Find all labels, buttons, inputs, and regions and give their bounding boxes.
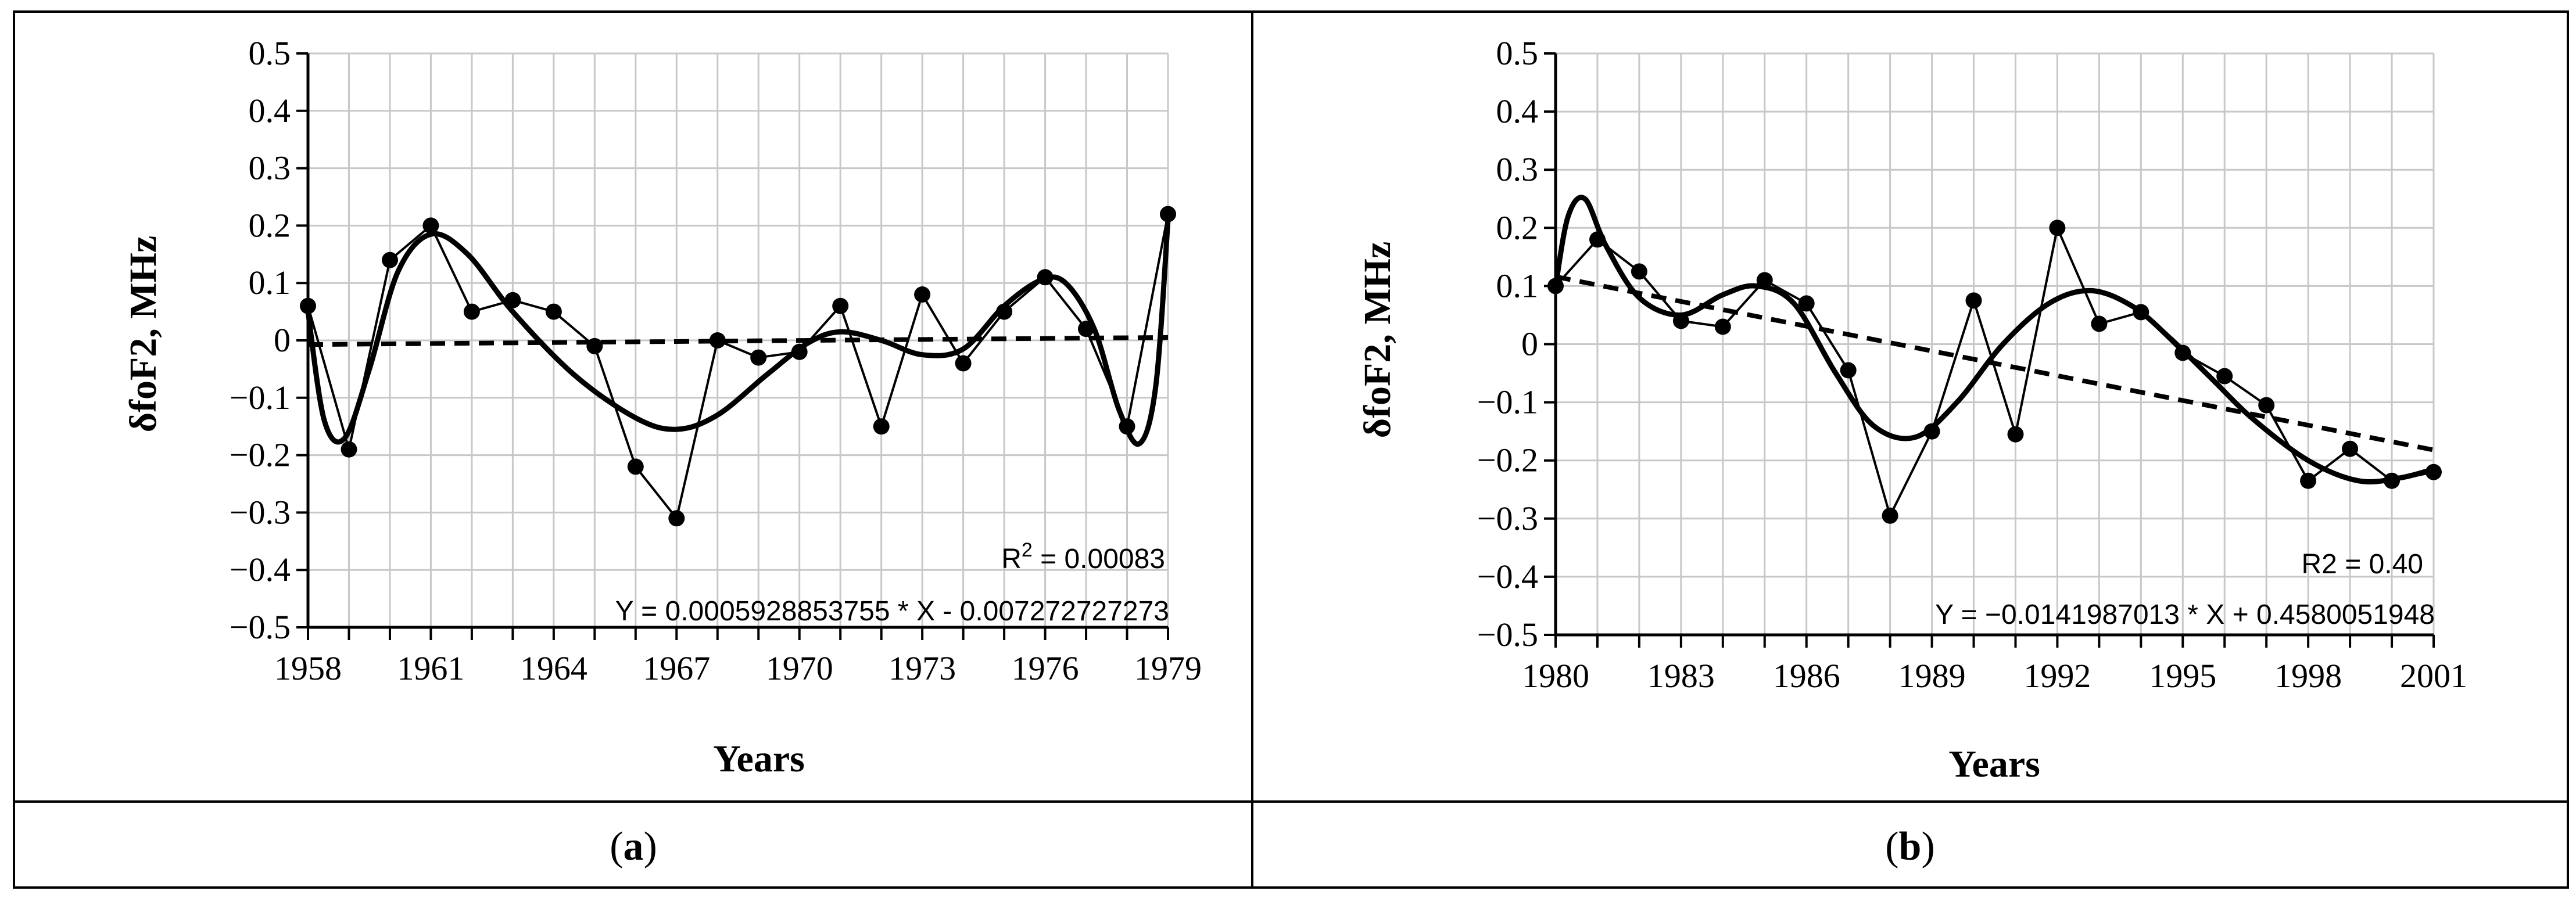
x-tick-label: 1998 xyxy=(2274,657,2342,695)
chart-a: 0.5 0.4 0.3 0.2 0.1 0 −0.1 −0.2 −0.3 −0.4 −0.51958… xyxy=(122,34,1202,780)
x-axis-title-a: Years xyxy=(713,738,805,780)
figure-frame xyxy=(13,10,2569,889)
r-squared-a: R2 = 0.00083 xyxy=(1001,539,1165,574)
x-tick-label: 1958 xyxy=(274,649,342,687)
data-point xyxy=(382,252,398,268)
y-tick-label: 0.3 xyxy=(1496,150,1539,188)
y-tick-label: −0.1 xyxy=(1477,383,1538,421)
y-tick-label: 0.4 xyxy=(249,92,291,130)
trend-line-a xyxy=(307,335,1169,347)
y-tick-label: 0.2 xyxy=(1496,209,1539,246)
r-squared-b: R2 = 0.40 xyxy=(2302,549,2423,580)
data-point xyxy=(1882,507,1898,524)
data-point xyxy=(2300,472,2317,489)
caption-a: (a) xyxy=(610,824,657,869)
data-point xyxy=(668,510,685,527)
y-tick-label: −0.5 xyxy=(230,608,291,646)
x-tick-label: 1976 xyxy=(1012,649,1079,687)
y-tick-label: 0.5 xyxy=(1496,34,1539,72)
y-tick-label: −0.4 xyxy=(230,551,291,588)
y-tick-label: 0 xyxy=(1521,325,1538,363)
x-tick-label: 1986 xyxy=(1773,657,1840,695)
data-point xyxy=(914,286,931,303)
data-point xyxy=(750,349,767,366)
data-point xyxy=(1714,318,1731,335)
data-point xyxy=(545,303,562,320)
data-point xyxy=(1965,292,1982,309)
data-point xyxy=(2049,220,2066,236)
y-tick-label: −0.3 xyxy=(1477,500,1538,537)
grid-b xyxy=(1556,52,2435,636)
y-tick-label: 0.2 xyxy=(249,206,291,244)
data-point xyxy=(463,303,480,320)
y-tick-label: 0.3 xyxy=(249,149,291,187)
trend-equation-a: Y = 0.0005928853755 * X - 0.007272727273 xyxy=(615,596,1169,627)
x-tick-label: 1973 xyxy=(888,649,956,687)
x-tick-label: 2001 xyxy=(2400,657,2467,695)
x-tick-label: 1979 xyxy=(1134,649,1202,687)
data-point xyxy=(2258,397,2275,414)
data-point xyxy=(2342,440,2359,457)
y-axis-title-b: δfoF2, MHz xyxy=(1356,242,1399,438)
y-tick-label: −0.2 xyxy=(1477,441,1538,479)
y-tick-label: −0.3 xyxy=(230,493,291,531)
y-tick-label: 0.1 xyxy=(249,264,291,301)
data-point xyxy=(1798,295,1815,312)
grid-a xyxy=(308,52,1169,628)
y-tick-label: 0.1 xyxy=(1496,267,1539,304)
data-point xyxy=(832,297,849,314)
x-axis-title-b: Years xyxy=(1948,743,2040,785)
data-point xyxy=(422,217,439,234)
x-tick-label: 1970 xyxy=(766,649,833,687)
trend-equation-b: Y = −0.0141987013 * X + 0.4580051948 xyxy=(1935,599,2435,630)
x-tick-label: 1983 xyxy=(1647,657,1715,695)
y-axis-title-a: δfoF2, MHz xyxy=(122,236,164,432)
series-layer-b xyxy=(1547,195,2442,524)
data-point xyxy=(709,332,726,349)
x-tick-label: 1961 xyxy=(397,649,464,687)
series-layer-a xyxy=(300,206,1176,527)
data-point xyxy=(1840,362,1857,379)
smoothed-curve-b xyxy=(1553,195,2435,484)
chart-b: 0.5 0.4 0.3 0.2 0.1 0 −0.1 −0.2 −0.3 −0.4 −0.5 1980… xyxy=(1356,34,2467,785)
y-tick-label: 0.5 xyxy=(249,34,291,72)
x-tick-label: 1967 xyxy=(643,649,710,687)
y-tick-label: −0.5 xyxy=(1477,616,1538,653)
x-tick-label: 1980 xyxy=(1522,657,1589,695)
observed-line-b xyxy=(1554,224,2434,519)
x-tick-label: 1995 xyxy=(2149,657,2216,695)
y-tick-label: −0.4 xyxy=(1477,558,1538,595)
data-point xyxy=(2216,368,2233,385)
y-tick-label: −0.2 xyxy=(230,436,291,474)
y-tick-label: 0 xyxy=(274,321,291,359)
data-point xyxy=(2007,426,2024,443)
caption-b: (b) xyxy=(1885,824,1935,869)
axes-b: 0.5 0.4 0.3 0.2 0.1 0 −0.1 −0.2 −0.3 −0.4 −0.5 1980… xyxy=(1477,34,2467,695)
data-point xyxy=(2091,315,2108,332)
data-point xyxy=(955,355,972,372)
data-point xyxy=(627,458,644,475)
data-point xyxy=(1631,263,1647,280)
data-point xyxy=(341,441,357,458)
axes-a: 0.5 0.4 0.3 0.2 0.1 0 −0.1 −0.2 −0.3 −0.4 −0.51958… xyxy=(230,34,1202,687)
smoothed-curve-a xyxy=(305,220,1171,447)
y-tick-label: −0.1 xyxy=(230,379,291,416)
x-tick-label: 1989 xyxy=(1898,657,1966,695)
observed-line-a xyxy=(307,214,1169,521)
y-tick-label: 0.4 xyxy=(1496,92,1539,130)
x-tick-label: 1992 xyxy=(2023,657,2091,695)
data-point xyxy=(1160,206,1176,222)
x-tick-label: 1964 xyxy=(520,649,587,687)
data-point xyxy=(873,418,890,435)
trend-line-b xyxy=(1555,274,2434,452)
